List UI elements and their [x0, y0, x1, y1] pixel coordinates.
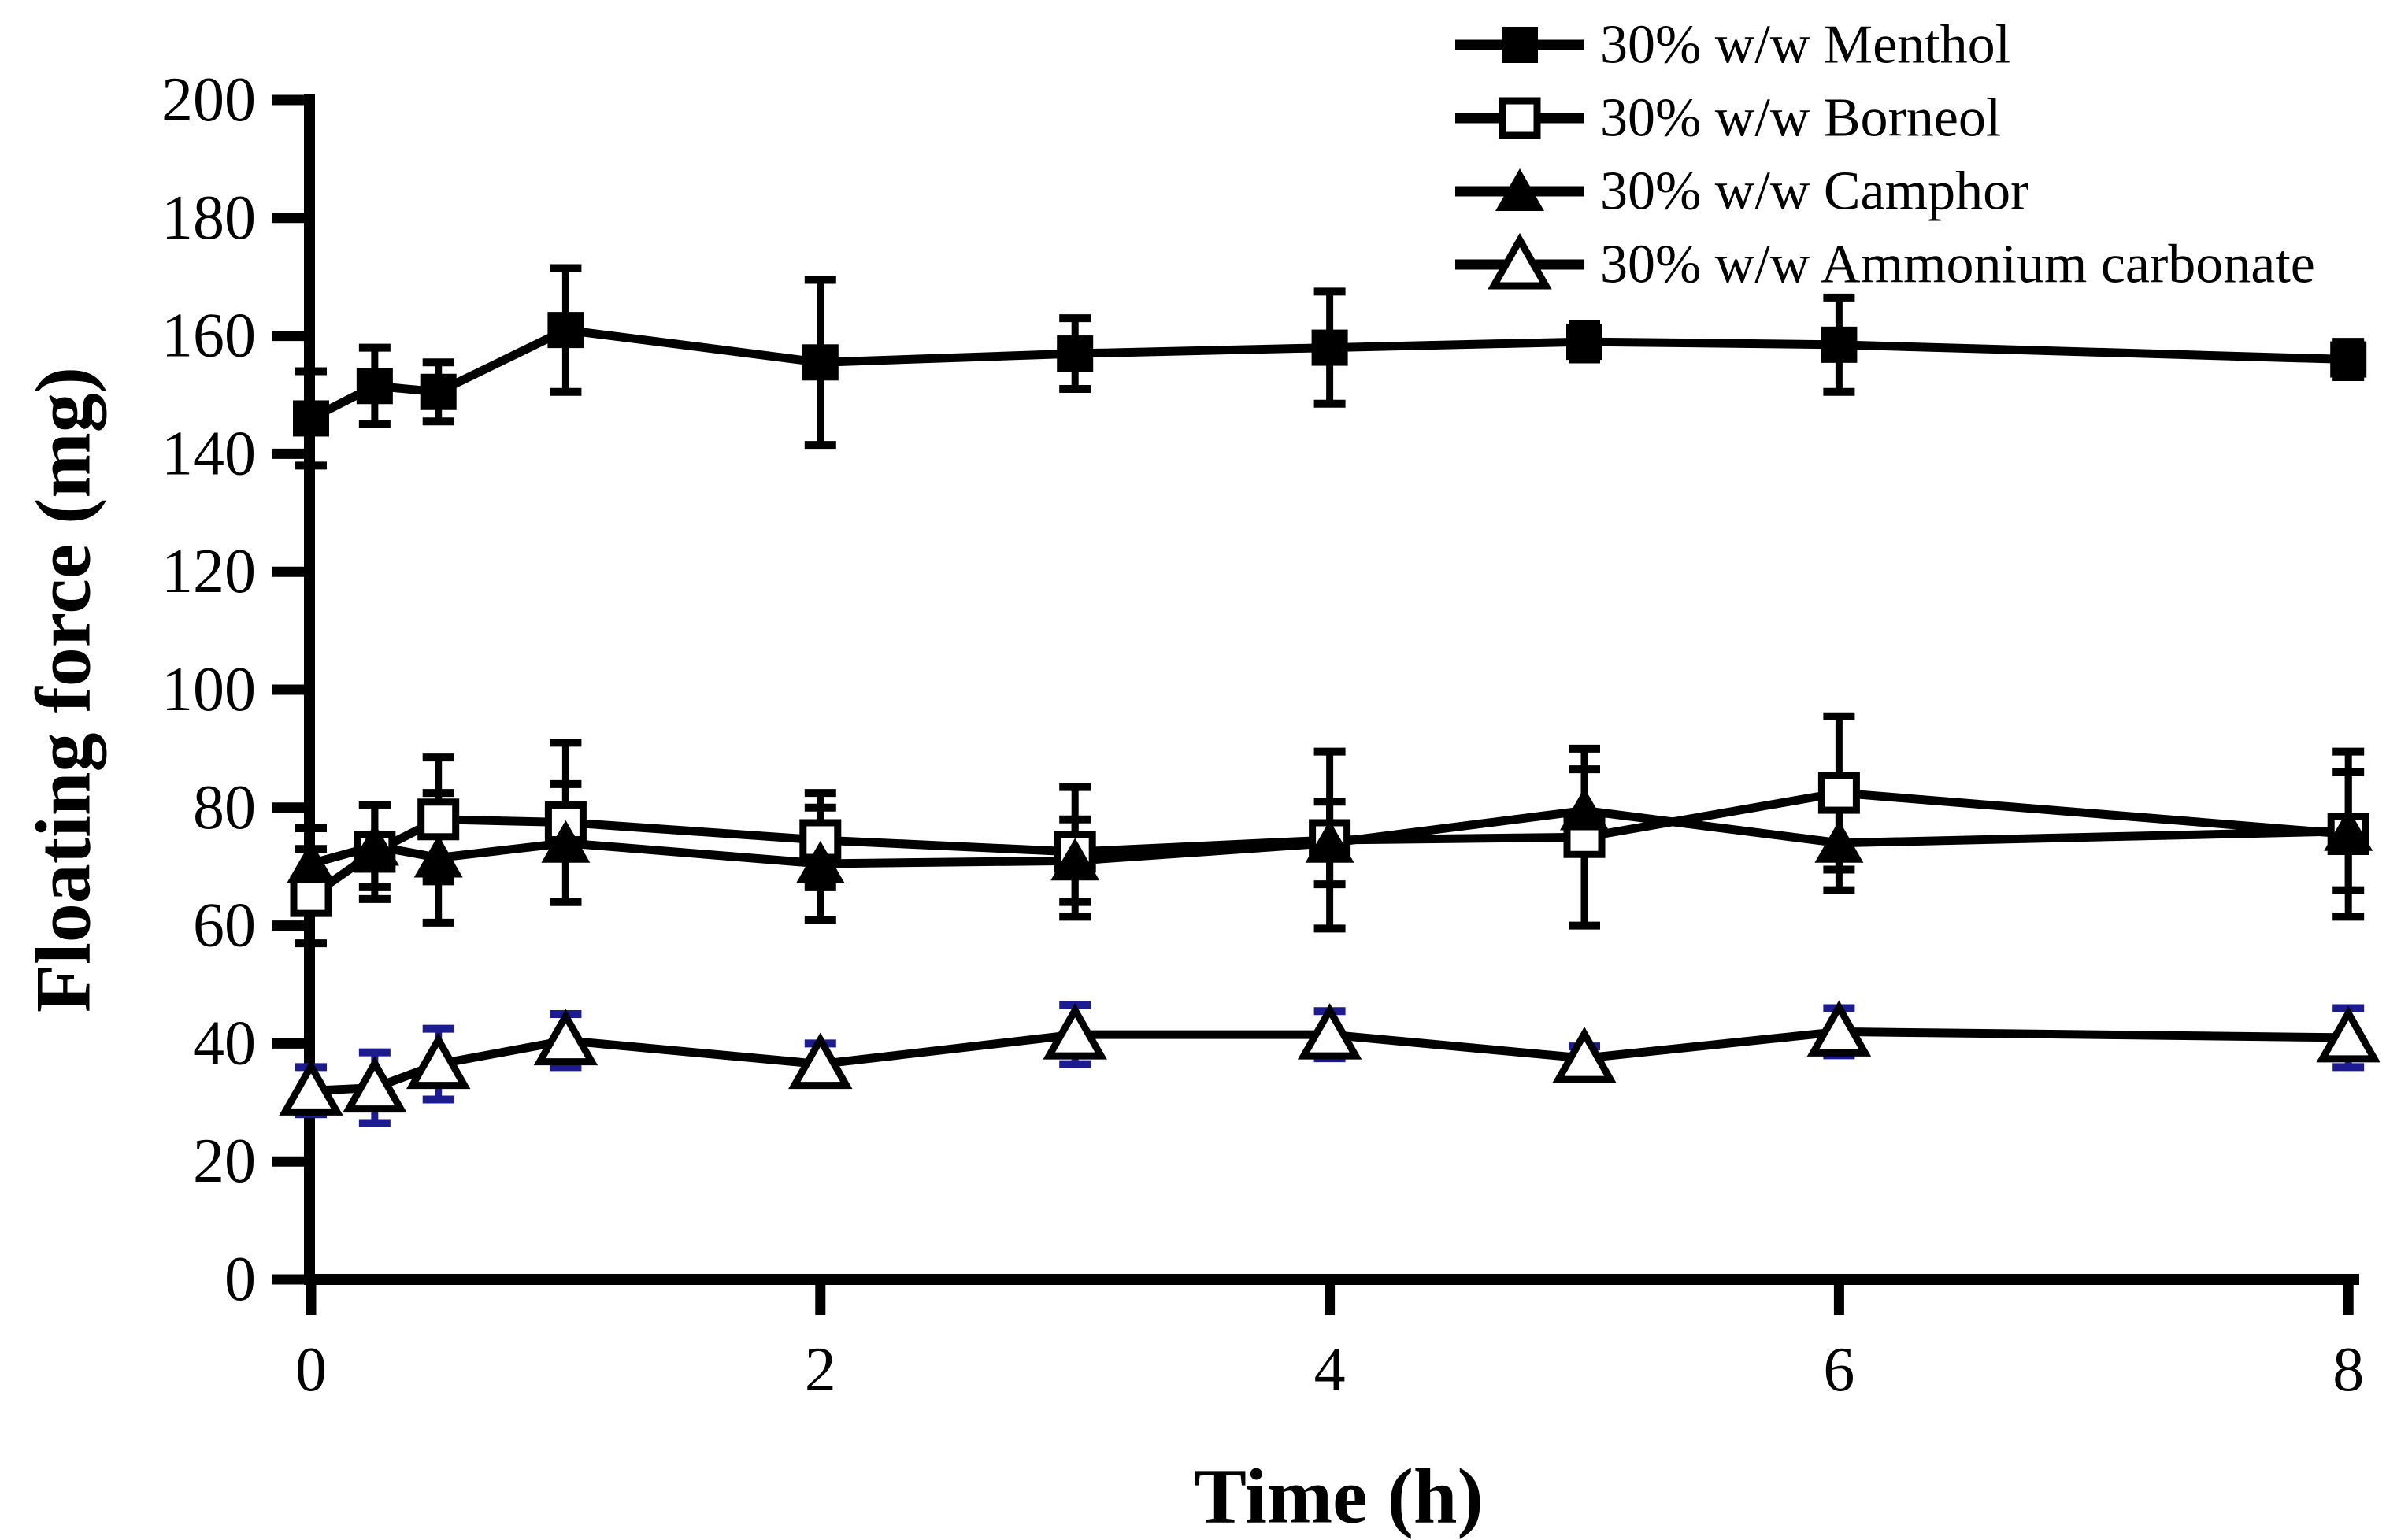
open-triangle-marker — [1488, 232, 1552, 290]
filled-square-marker — [802, 344, 839, 381]
open-triangle-marker — [1043, 1003, 1107, 1060]
legend-label: 30% w/w Ammonium carbonate — [1600, 235, 2315, 295]
filled-square-marker — [293, 400, 329, 437]
filled-square-marker — [1057, 335, 1094, 372]
filled-square-marker — [420, 373, 457, 410]
legend-item-2: 30% w/w Camphor — [1455, 161, 2028, 222]
legend-item-1: 30% w/w Borneol — [1455, 88, 2001, 149]
legend-item-3: 30% w/w Ammonium carbonate — [1455, 232, 2315, 295]
x-tick-label: 8 — [2332, 1335, 2364, 1405]
open-triangle-marker — [1806, 1000, 1872, 1057]
filled-triangle-marker — [1495, 168, 1544, 211]
filled-triangle-marker — [1814, 820, 1864, 863]
open-triangle-marker — [1552, 1027, 1617, 1083]
filled-triangle-marker — [287, 840, 335, 883]
x-tick-label: 2 — [805, 1335, 836, 1405]
y-tick-label: 20 — [193, 1127, 256, 1196]
open-square-marker — [417, 798, 460, 841]
y-tick-label: 0 — [224, 1245, 256, 1314]
y-tick-label: 80 — [193, 773, 256, 842]
filled-square-marker — [1311, 329, 1348, 366]
y-axis-title: Floating force (mg) — [20, 367, 107, 1012]
legend-label: 30% w/w Camphor — [1600, 161, 2028, 222]
y-tick-label: 60 — [193, 891, 256, 961]
series-line-2 — [309, 806, 2349, 868]
x-tick-label: 6 — [1823, 1335, 1854, 1405]
legend-item-0: 30% w/w Menthol — [1455, 15, 2010, 76]
filled-triangle-marker — [1305, 820, 1354, 863]
open-triangle-marker — [406, 1032, 471, 1090]
filled-square-marker — [2330, 341, 2367, 378]
open-triangle-marker — [788, 1032, 853, 1090]
filled-triangle-marker — [2324, 808, 2373, 851]
y-tick-label: 40 — [193, 1009, 256, 1078]
series-line-3 — [310, 1027, 2349, 1095]
open-triangle-marker — [1297, 1003, 1362, 1060]
filled-square-marker — [1821, 326, 1858, 363]
y-tick-label: 160 — [161, 302, 256, 371]
open-triangle-marker — [533, 1009, 598, 1066]
series-markers — [279, 312, 2380, 1116]
open-triangle-marker — [279, 1059, 343, 1116]
markers-0 — [293, 312, 2367, 437]
series-lines — [308, 325, 2349, 1095]
open-triangle-marker — [343, 1056, 407, 1113]
y-tick-label: 120 — [161, 537, 256, 606]
x-tick-label: 0 — [295, 1335, 327, 1405]
filled-triangle-marker — [795, 840, 845, 883]
filled-triangle-marker — [541, 820, 591, 863]
error-bars — [295, 264, 2365, 1127]
open-square-marker — [290, 875, 332, 917]
open-square-marker — [1817, 772, 1860, 814]
legend: 30% w/w Menthol 30% w/w Borneol 30% w/w Ca… — [1455, 15, 2315, 295]
filled-triangle-marker — [350, 823, 399, 866]
markers-2 — [287, 787, 2373, 883]
y-tick-label: 200 — [161, 65, 256, 135]
open-square-marker — [1499, 97, 1541, 139]
error-bars-0 — [295, 264, 2365, 470]
filled-square-marker — [356, 368, 393, 405]
filled-square-marker — [1502, 27, 1538, 63]
axis-ticks: 0 20 40 60 80 100 120 140 160 180 200 0 2 4 6 8 — [161, 65, 2364, 1405]
x-tick-label: 4 — [1314, 1335, 1346, 1405]
legend-label: 30% w/w Borneol — [1600, 88, 2001, 149]
y-tick-label: 100 — [161, 655, 256, 724]
markers-3 — [279, 1000, 2380, 1116]
filled-triangle-marker — [413, 835, 463, 878]
legend-label: 30% w/w Menthol — [1600, 15, 2010, 76]
filled-triangle-marker — [1050, 838, 1100, 881]
y-tick-label: 180 — [161, 183, 256, 253]
filled-square-marker — [547, 312, 584, 349]
series-line-0 — [309, 325, 2349, 423]
x-axis-title: Time (h) — [1194, 1453, 1484, 1540]
open-triangle-marker — [2316, 1005, 2380, 1063]
series-line-1 — [308, 788, 2349, 900]
filled-square-marker — [1566, 324, 1602, 361]
filled-triangle-marker — [1560, 787, 1609, 831]
y-tick-label: 140 — [161, 419, 256, 488]
